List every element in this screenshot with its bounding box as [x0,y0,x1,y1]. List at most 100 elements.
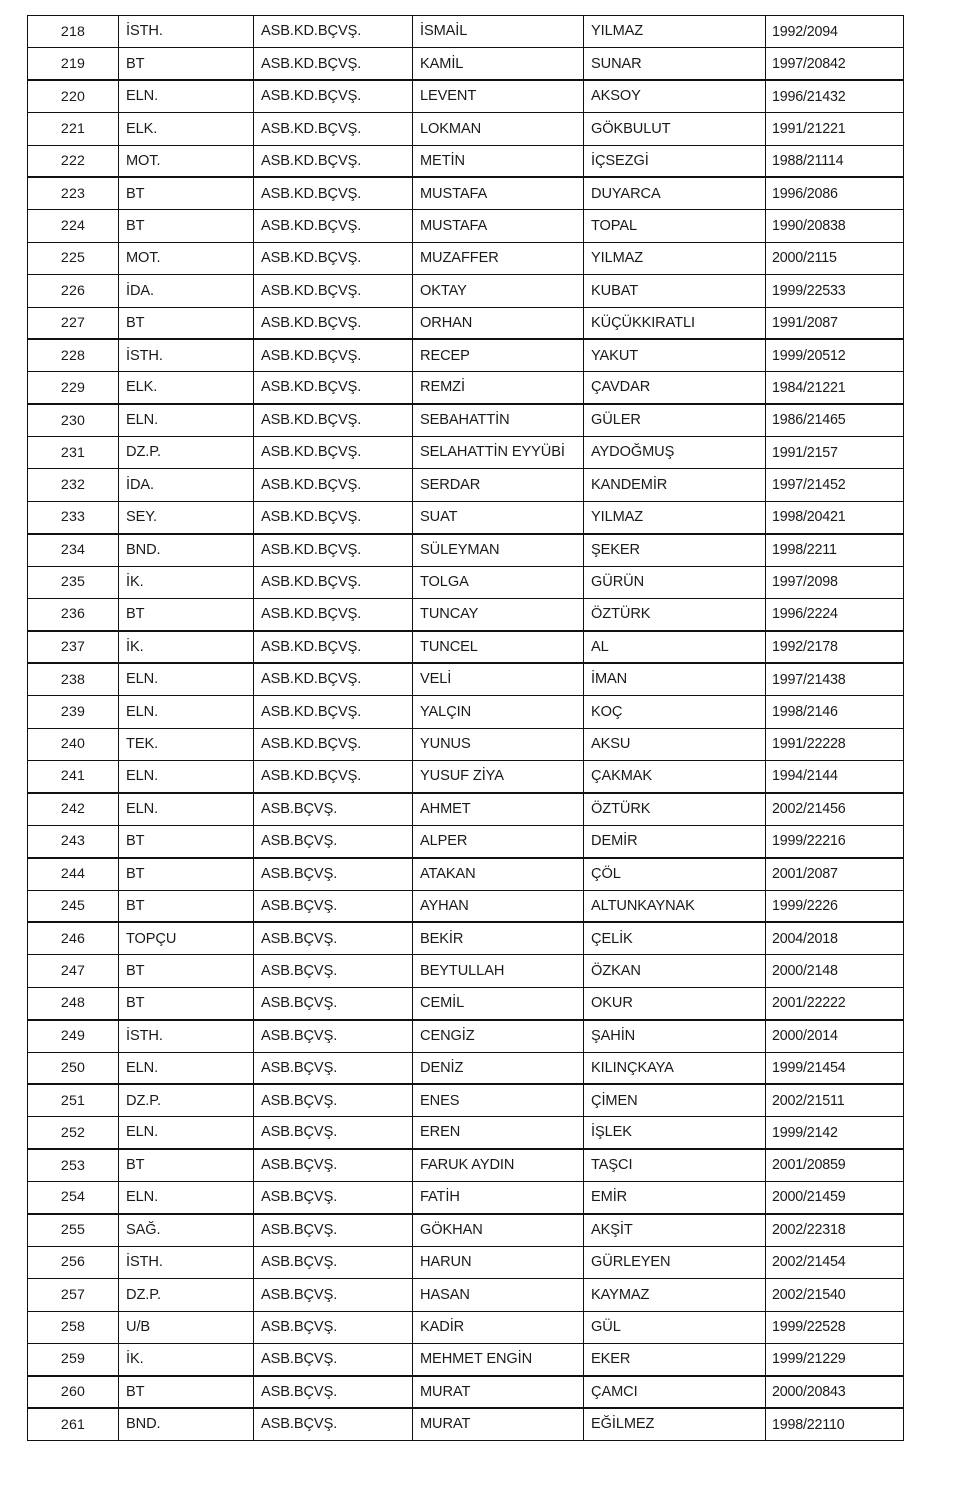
cell-last-name: GÜL [583,1310,766,1345]
table-row: 221 ELK. ASB.KD.BÇVŞ. LOKMAN GÖKBULUT 1991/21… [27,112,904,146]
cell-branch: ELN. [118,79,254,114]
cell-row-number: 253 [27,1148,119,1183]
cell-row-number: 225 [27,241,119,276]
cell-last-name: ÖZTÜRK [583,792,766,826]
cell-last-name: AKSOY [583,79,766,114]
cell-registration: 1991/21221 [765,112,904,146]
cell-rank: ASB.KD.BÇVŞ. [253,144,413,179]
cell-row-number: 237 [27,630,119,665]
cell-registration: 1997/20842 [765,47,904,82]
table-row: 223 BT ASB.KD.BÇVŞ. MUSTAFA DUYARCA 1996/2086 [27,176,904,211]
table-row: 234 BND. ASB.KD.BÇVŞ. SÜLEYMAN ŞEKER 1998/221… [27,533,904,567]
cell-row-number: 254 [27,1181,119,1215]
table-row: 232 İDA. ASB.KD.BÇVŞ. SERDAR KANDEMİR 1997/21… [27,468,904,502]
cell-row-number: 259 [27,1343,119,1377]
cell-last-name: KANDEMİR [583,468,766,502]
cell-first-name: LOKMAN [412,112,584,146]
cell-branch: BND. [118,1407,254,1442]
cell-registration: 1990/20838 [765,209,904,243]
cell-rank: ASB.BÇVŞ. [253,1375,413,1410]
table-row: 238 ELN. ASB.KD.BÇVŞ. VELİ İMAN 1997/21438 [27,662,904,697]
cell-registration: 1992/2178 [765,630,904,665]
cell-row-number: 232 [27,468,119,502]
table-row: 231 DZ.P. ASB.KD.BÇVŞ. SELAHATTİN EYYÜBİ AYD… [27,436,904,470]
cell-first-name: TUNCEL [412,630,584,665]
cell-last-name: ÇÖL [583,857,766,891]
cell-rank: ASB.BÇVŞ. [253,986,413,1021]
cell-row-number: 243 [27,824,119,859]
cell-row-number: 227 [27,306,119,341]
cell-branch: BT [118,306,254,341]
cell-last-name: GÜRÜN [583,565,766,600]
cell-registration: 1991/22228 [765,727,904,761]
cell-first-name: ALPER [412,824,584,859]
cell-row-number: 252 [27,1116,119,1151]
cell-first-name: CEMİL [412,986,584,1021]
cell-registration: 1999/2226 [765,889,904,924]
cell-last-name: AKSU [583,727,766,761]
cell-rank: ASB.KD.BÇVŞ. [253,47,413,82]
table-row: 243 BT ASB.BÇVŞ. ALPER DEMİR 1999/22216 [27,824,904,859]
cell-rank: ASB.KD.BÇVŞ. [253,565,413,600]
cell-registration: 2002/22318 [765,1213,904,1247]
cell-row-number: 261 [27,1407,119,1442]
cell-row-number: 249 [27,1019,119,1053]
table-row: 219 BT ASB.KD.BÇVŞ. KAMİL SUNAR 1997/20842 [27,47,904,82]
cell-first-name: FATİH [412,1181,584,1215]
cell-branch: TEK. [118,727,254,761]
cell-row-number: 238 [27,662,119,697]
cell-row-number: 220 [27,79,119,114]
cell-rank: ASB.BÇVŞ. [253,1148,413,1183]
cell-registration: 2002/21456 [765,792,904,826]
cell-registration: 1997/2098 [765,565,904,600]
cell-branch: İSTH. [118,14,254,49]
cell-branch: DZ.P. [118,436,254,470]
cell-first-name: EREN [412,1116,584,1151]
cell-rank: ASB.KD.BÇVŞ. [253,176,413,211]
cell-row-number: 219 [27,47,119,82]
cell-last-name: ÇAVDAR [583,371,766,406]
table-row: 241 ELN. ASB.KD.BÇVŞ. YUSUF ZİYA ÇAKMAK 1994/… [27,759,904,794]
table-row: 236 BT ASB.KD.BÇVŞ. TUNCAY ÖZTÜRK 1996/2224 [27,598,904,632]
cell-first-name: HARUN [412,1245,584,1280]
cell-row-number: 226 [27,274,119,308]
table-row: 247 BT ASB.BÇVŞ. BEYTULLAH ÖZKAN 2000/2148 [27,954,904,988]
cell-registration: 1999/22528 [765,1310,904,1345]
cell-first-name: YUNUS [412,727,584,761]
table-row: 258 U/B ASB.BÇVŞ. KADİR GÜL 1999/22528 [27,1310,904,1345]
cell-branch: ELN. [118,1116,254,1151]
roster-table: 218 İSTH. ASB.KD.BÇVŞ. İSMAİL YILMAZ 1992/209… [27,14,904,1442]
table-row: 256 İSTH. ASB.BÇVŞ. HARUN GÜRLEYEN 2002/21454 [27,1245,904,1280]
table-row: 233 SEY. ASB.KD.BÇVŞ. SUAT YILMAZ 1998/20421 [27,500,904,535]
cell-branch: BT [118,824,254,859]
cell-branch: BT [118,598,254,632]
cell-rank: ASB.KD.BÇVŞ. [253,403,413,438]
cell-branch: ELN. [118,695,254,729]
cell-row-number: 258 [27,1310,119,1345]
cell-first-name: AHMET [412,792,584,826]
cell-last-name: OKUR [583,986,766,1021]
table-row: 257 DZ.P. ASB.BÇVŞ. HASAN KAYMAZ 2002/21540 [27,1278,904,1312]
cell-registration: 1998/2146 [765,695,904,729]
table-row: 230 ELN. ASB.KD.BÇVŞ. SEBAHATTİN GÜLER 1986/2… [27,403,904,438]
table-row: 227 BT ASB.KD.BÇVŞ. ORHAN KÜÇÜKKIRATLI 1991/2… [27,306,904,341]
cell-rank: ASB.KD.BÇVŞ. [253,630,413,665]
cell-first-name: BEKİR [412,921,584,956]
cell-first-name: TUNCAY [412,598,584,632]
cell-first-name: AYHAN [412,889,584,924]
cell-branch: MOT. [118,144,254,179]
cell-registration: 1991/2157 [765,436,904,470]
cell-row-number: 250 [27,1051,119,1086]
cell-row-number: 224 [27,209,119,243]
cell-first-name: SEBAHATTİN [412,403,584,438]
cell-rank: ASB.BÇVŞ. [253,954,413,988]
cell-rank: ASB.BÇVŞ. [253,921,413,956]
cell-first-name: REMZİ [412,371,584,406]
cell-branch: İSTH. [118,1019,254,1053]
cell-first-name: ORHAN [412,306,584,341]
cell-registration: 1998/22110 [765,1407,904,1442]
cell-first-name: MUZAFFER [412,241,584,276]
cell-last-name: ŞAHİN [583,1019,766,1053]
cell-row-number: 242 [27,792,119,826]
cell-registration: 2000/20843 [765,1375,904,1410]
